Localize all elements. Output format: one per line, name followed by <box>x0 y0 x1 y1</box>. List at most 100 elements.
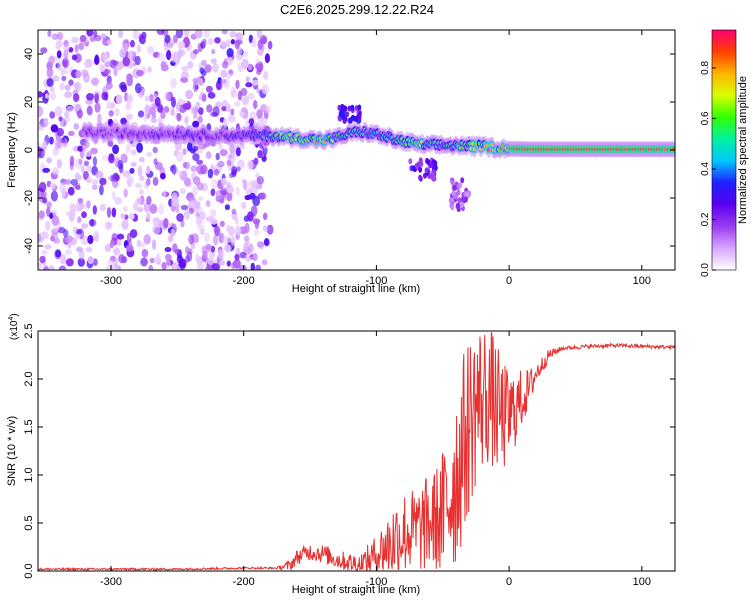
noise-blob <box>228 225 235 237</box>
noise-blob <box>197 224 205 232</box>
feature-cell <box>350 104 355 111</box>
y-tick-label: 40 <box>23 48 35 60</box>
noise-blob <box>234 101 241 107</box>
noise-blob <box>38 91 43 98</box>
snr-y-axis: 0.0 0.5 1.0 1.5 2.0 2.5 <box>23 323 675 579</box>
noise-blob <box>249 111 257 120</box>
noise-blob <box>187 60 194 70</box>
noise-blob <box>50 190 59 202</box>
noise-blob <box>213 168 220 176</box>
noise-blob <box>245 76 250 83</box>
noise-blob <box>126 73 133 82</box>
noise-blob <box>41 191 47 200</box>
noise-blob <box>195 101 201 110</box>
noise-blob <box>164 253 172 261</box>
noise-blob <box>86 93 94 101</box>
noise-blob <box>261 84 270 95</box>
noise-blob <box>198 196 204 202</box>
noise-blob <box>261 155 267 163</box>
noise-blob <box>175 30 184 39</box>
x-tick-label: 0 <box>506 275 512 287</box>
noise-blob <box>180 204 189 211</box>
noise-blob <box>219 187 228 196</box>
noise-blob <box>128 213 135 220</box>
feature-cell <box>450 179 455 186</box>
noise-blob <box>149 257 155 264</box>
snr-x-axis: -300 -200 -100 0 100 <box>100 331 651 588</box>
noise-blob <box>217 160 225 168</box>
noise-blob <box>107 259 115 268</box>
noise-blob <box>78 158 83 165</box>
noise-blob <box>170 52 179 63</box>
noise-blob <box>57 227 66 234</box>
noise-blob <box>205 243 212 251</box>
noise-blob <box>50 235 55 242</box>
noise-blob <box>192 186 198 197</box>
noise-blob <box>105 81 113 90</box>
noise-blob <box>137 197 145 206</box>
noise-blob <box>74 44 79 53</box>
noise-blob <box>55 249 62 258</box>
snr-y-label: SNR (10 * v/v) <box>6 416 18 486</box>
noise-blob <box>89 218 95 227</box>
noise-blob <box>38 146 42 157</box>
noise-blob <box>202 250 208 260</box>
noise-blob <box>81 69 89 77</box>
noise-blob <box>93 55 100 66</box>
noise-blob <box>253 228 260 236</box>
noise-blob <box>76 109 83 119</box>
noise-blob <box>250 262 255 270</box>
noise-blob <box>84 60 92 69</box>
y-tick-label: 20 <box>23 96 35 108</box>
noise-blob <box>46 77 54 87</box>
noise-blob <box>247 63 253 71</box>
noise-blob <box>148 264 154 270</box>
noise-blob <box>146 212 151 220</box>
noise-blob <box>66 105 74 113</box>
noise-blob <box>38 181 47 193</box>
noise-blob <box>129 229 138 239</box>
noise-blob <box>242 50 249 58</box>
noise-blob <box>63 49 69 59</box>
noise-blob <box>185 89 194 100</box>
y-tick-label: -20 <box>23 190 35 206</box>
noise-blob <box>187 141 193 152</box>
noise-blob <box>224 244 232 253</box>
noise-blob <box>38 262 42 270</box>
noise-blob <box>46 157 52 164</box>
noise-blob <box>251 179 258 189</box>
noise-blob <box>51 215 60 226</box>
noise-blob <box>233 258 241 269</box>
noise-blob <box>240 87 248 97</box>
noise-blob <box>255 63 262 70</box>
colorbar-tick-label: 0.4 <box>700 162 711 176</box>
noise-blob <box>221 106 228 112</box>
x-tick-label: 0 <box>506 576 512 588</box>
noise-blob <box>81 223 89 229</box>
noise-blob <box>241 58 249 70</box>
noise-blob <box>266 224 274 235</box>
noise-blob <box>243 242 249 251</box>
noise-blob <box>149 106 156 116</box>
colorbar: 0.0 0.2 0.4 0.6 0.8 Normalized spectral ampl… <box>700 29 749 277</box>
noise-blob <box>264 105 271 114</box>
noise-blob <box>256 241 265 248</box>
noise-blob <box>202 38 207 46</box>
noise-blob <box>163 44 169 52</box>
noise-blob <box>38 106 44 117</box>
noise-blob <box>64 179 72 185</box>
noise-blob <box>230 39 235 45</box>
noise-blob <box>75 229 82 235</box>
noise-blob <box>80 165 85 173</box>
noise-blob <box>92 156 97 167</box>
noise-blob <box>217 248 224 260</box>
noise-blob <box>180 77 189 83</box>
noise-blob <box>211 48 216 55</box>
noise-blob <box>140 257 148 267</box>
noise-blob <box>235 247 240 255</box>
noise-blob <box>73 93 80 103</box>
y-tick-label: -40 <box>23 238 35 254</box>
noise-blob <box>121 43 129 50</box>
noise-blob <box>231 208 237 215</box>
noise-blob <box>198 107 204 115</box>
